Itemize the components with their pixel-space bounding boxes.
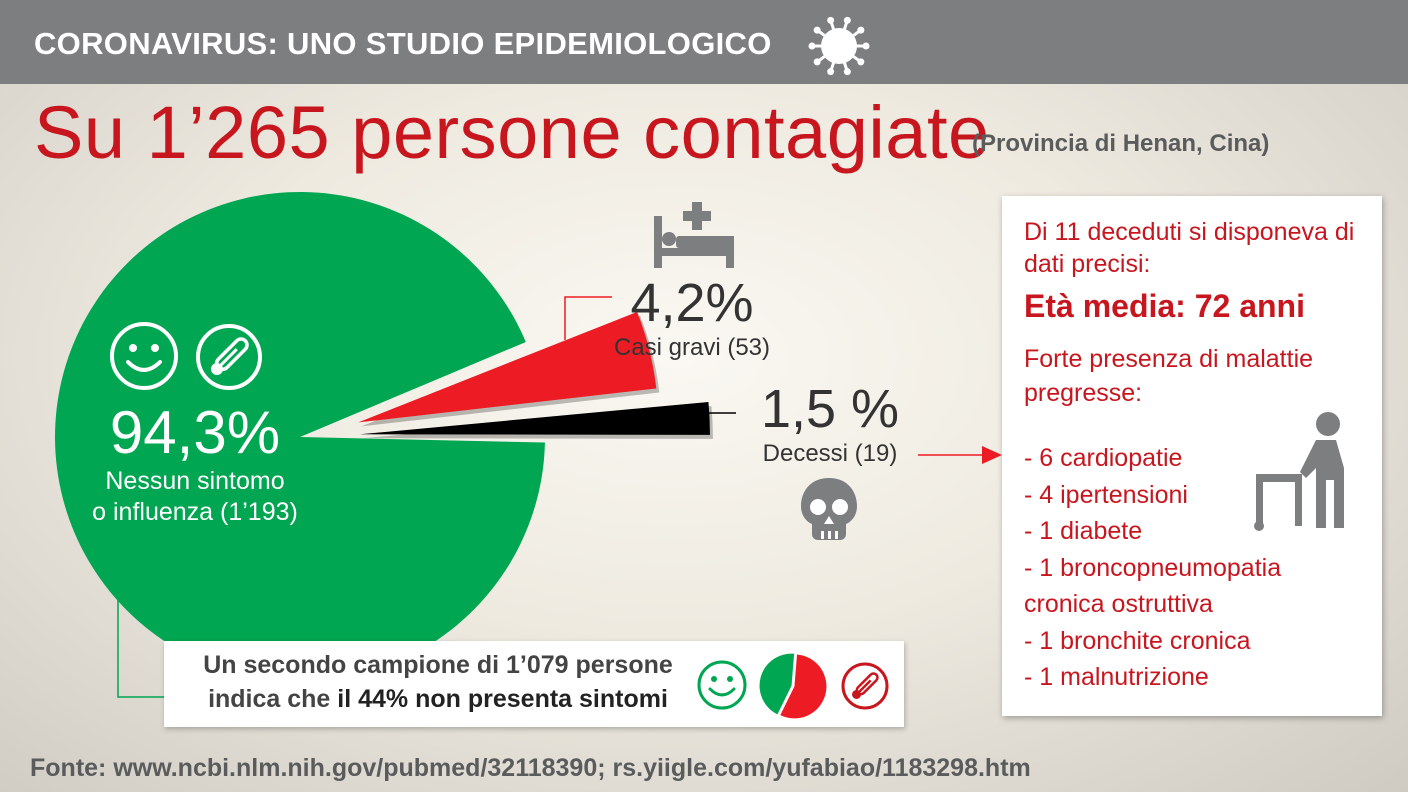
deaths-label: Decessi (19) (762, 440, 898, 467)
slice-label-description: Nessun sintomo o influenza (1’193) (60, 466, 330, 528)
average-age: Età media: 72 anni (1024, 288, 1305, 324)
conditions-title: Forte presenza di malattie pregresse: (1024, 345, 1314, 407)
list-item: cronica ostruttiva (1024, 590, 1213, 618)
pie-slice-severe (358, 311, 657, 423)
slice-label-line: Nessun sintomo (105, 467, 285, 495)
pie-slice-deaths (359, 401, 710, 435)
list-item: - 1 malnutrizione (1024, 663, 1209, 691)
header-title: CORONAVIRUS: UNO STUDIO EPIDEMIOLOGICO (34, 26, 772, 61)
slice-label-percent: 94,3% (109, 399, 281, 466)
list-item: - 1 broncopneumopatia (1024, 553, 1282, 582)
headline: Su 1’265 persone contagiate (34, 91, 990, 174)
source-citation: Fonte: www.ncbi.nlm.nih.gov/pubmed/32118… (30, 754, 1031, 782)
smiley-icon (697, 660, 747, 710)
mini-pie-slice-no-symptoms (759, 653, 795, 715)
pie-slice-no-symptoms (54, 192, 545, 682)
second-sample-box: Un secondo campione di 1’079 persone ind… (164, 641, 904, 727)
smiley-icon (110, 322, 178, 390)
severe-label: Casi gravi (53) (613, 334, 771, 361)
severe-percent: 4,2% (630, 273, 754, 333)
list-item: - 1 diabete (1024, 517, 1143, 545)
sample-line-2: indica che il 44% non presenta sintomi (178, 685, 698, 714)
sample-line-1: Un secondo campione di 1’079 persone (203, 651, 673, 679)
deaths-info-box: Di 11 deceduti si disponeva di dati prec… (1002, 196, 1382, 716)
virus-icon (808, 16, 870, 76)
slice-label-line: o influenza (1’193) (92, 498, 298, 526)
hospital-bed-icon (654, 202, 734, 268)
leader-line (117, 598, 164, 698)
elderly-walker-icon (1254, 412, 1344, 531)
list-item: - 4 ipertensioni (1024, 480, 1188, 509)
mini-pie-slice-symptoms (780, 654, 827, 719)
sample-line-2-highlight: il 44% non presenta sintomi (337, 685, 668, 713)
sample-line-2-prefix: indica che (208, 685, 338, 713)
conditions-list: - 6 cardiopatie - 4 ipertensioni - 1 dia… (1024, 440, 1281, 696)
header-bar: CORONAVIRUS: UNO STUDIO EPIDEMIOLOGICO (0, 0, 1408, 84)
leader-line (564, 296, 612, 340)
list-item: - 6 cardiopatie (1024, 444, 1183, 472)
thermometer-icon (196, 324, 262, 390)
skull-icon (801, 478, 857, 540)
thermometer-icon (841, 662, 889, 710)
arrow-icon (982, 446, 1002, 464)
headline-subtitle: (Provincia di Henan, Cina) (972, 130, 1270, 157)
deaths-percent: 1,5 % (760, 379, 900, 439)
mini-pie-chart (759, 653, 827, 719)
deaths-intro: Di 11 deceduti si disponeva di dati prec… (1024, 218, 1355, 278)
list-item: - 1 bronchite cronica (1024, 626, 1251, 655)
